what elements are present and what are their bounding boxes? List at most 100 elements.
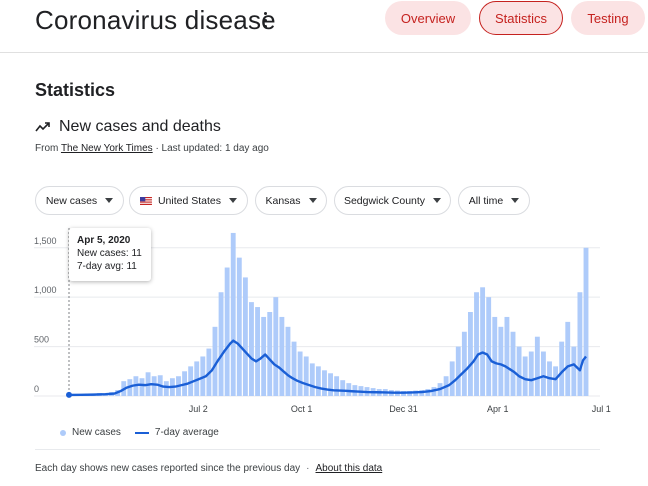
y-tick-label: 0 <box>34 384 39 394</box>
legend-line-label: 7-day average <box>154 427 219 438</box>
bar <box>346 383 352 396</box>
bar <box>480 287 486 396</box>
time-range-dropdown-label: All time <box>468 194 504 207</box>
caret-down-icon <box>511 198 520 203</box>
bar <box>486 297 492 396</box>
bar <box>236 257 242 396</box>
legend-bar-label: New cases <box>72 427 121 438</box>
y-tick-label: 1,000 <box>34 285 57 295</box>
bar <box>285 326 291 396</box>
section-heading: Statistics <box>35 80 116 100</box>
bar <box>328 373 333 396</box>
bar <box>492 316 498 396</box>
bar <box>279 316 285 396</box>
x-tick-label: Apr 1 <box>487 404 509 414</box>
footnote: Each day shows new cases reported since … <box>35 463 382 474</box>
state-dropdown-label: Kansas <box>265 194 301 207</box>
county-dropdown-label: Sedgwick County <box>343 194 426 207</box>
bar <box>510 331 516 396</box>
tab-statistics[interactable]: Statistics <box>479 1 563 35</box>
source-prefix: From <box>35 143 59 154</box>
source-line: From The New York Times · Last updated: … <box>35 143 269 154</box>
more-options-icon[interactable] <box>262 12 268 28</box>
metric-dropdown[interactable]: New cases <box>35 186 124 215</box>
bar <box>468 312 473 396</box>
bar <box>151 376 157 396</box>
time-range-dropdown[interactable]: All time <box>458 186 530 215</box>
bar <box>559 341 565 396</box>
bar <box>303 356 309 396</box>
bar <box>449 361 455 396</box>
bar <box>516 346 522 396</box>
county-dropdown[interactable]: Sedgwick County <box>334 186 451 215</box>
tooltip-average: 7-day avg: 11 <box>77 261 137 272</box>
bar <box>230 232 236 396</box>
legend-bar-swatch <box>60 429 66 436</box>
page-title: Coronavirus disease <box>35 5 276 35</box>
footnote-separator: · <box>306 463 310 474</box>
bar <box>255 307 260 396</box>
bar <box>315 366 321 396</box>
bar <box>139 378 145 396</box>
caret-down-icon <box>308 198 317 203</box>
bar <box>577 292 583 396</box>
tab-overview[interactable]: Overview <box>385 1 471 35</box>
bar <box>334 376 340 396</box>
chart-tooltip: Apr 5, 2020 New cases: 11 7-day avg: 11 <box>69 228 151 281</box>
bar <box>291 341 297 396</box>
bar <box>163 381 169 396</box>
hover-point <box>66 391 72 398</box>
metric-dropdown-label: New cases <box>45 194 98 207</box>
top-bar: Coronavirus disease Overview Statistics … <box>0 0 648 53</box>
bar <box>267 312 273 396</box>
bar <box>297 351 303 396</box>
bar <box>218 292 224 396</box>
bar <box>249 302 254 396</box>
y-tick-label: 500 <box>34 335 49 345</box>
bar <box>455 346 461 396</box>
bar <box>553 366 559 396</box>
bar <box>522 356 528 396</box>
x-tick-label: Jul 1 <box>592 404 611 414</box>
country-dropdown-label: United States <box>157 194 221 207</box>
state-dropdown[interactable]: Kansas <box>255 186 327 215</box>
bar <box>461 331 467 396</box>
caret-down-icon <box>433 198 442 203</box>
caret-down-icon <box>105 198 114 203</box>
bar <box>273 297 279 396</box>
bar <box>212 326 218 396</box>
bar <box>534 336 540 396</box>
average-line <box>68 339 587 397</box>
bar <box>322 370 327 396</box>
x-tick-label: Dec 31 <box>389 404 418 414</box>
country-dropdown[interactable]: United States <box>129 186 248 215</box>
tab-testing[interactable]: Testing <box>571 1 645 35</box>
tooltip-new-cases: New cases: 11 <box>77 248 142 259</box>
bar <box>565 321 571 396</box>
bar <box>242 277 248 396</box>
chart-subheading: New cases and deaths <box>35 118 221 136</box>
bar <box>474 292 479 396</box>
chart-subheading-text: New cases and deaths <box>59 118 221 135</box>
y-tick-label: 1,500 <box>34 236 57 246</box>
footnote-text: Each day shows new cases reported since … <box>35 463 301 474</box>
tooltip-date: Apr 5, 2020 <box>77 235 131 246</box>
us-flag-icon <box>140 196 152 205</box>
legend-line-swatch <box>134 431 149 434</box>
bar <box>540 351 546 396</box>
caret-down-icon <box>229 198 237 203</box>
bar <box>224 267 230 396</box>
trending-line-icon <box>35 122 50 132</box>
bar <box>340 380 346 396</box>
bar <box>309 363 315 396</box>
about-data-link[interactable]: About this data <box>315 463 383 474</box>
x-tick-label: Jul 2 <box>189 404 208 414</box>
bar <box>583 247 589 396</box>
bar <box>571 346 577 396</box>
last-updated: · Last updated: 1 day ago <box>155 143 269 154</box>
source-link[interactable]: The New York Times <box>60 143 153 154</box>
bar <box>504 316 510 396</box>
x-tick-label: Oct 1 <box>291 404 313 414</box>
bar <box>528 351 534 396</box>
divider <box>35 449 600 450</box>
